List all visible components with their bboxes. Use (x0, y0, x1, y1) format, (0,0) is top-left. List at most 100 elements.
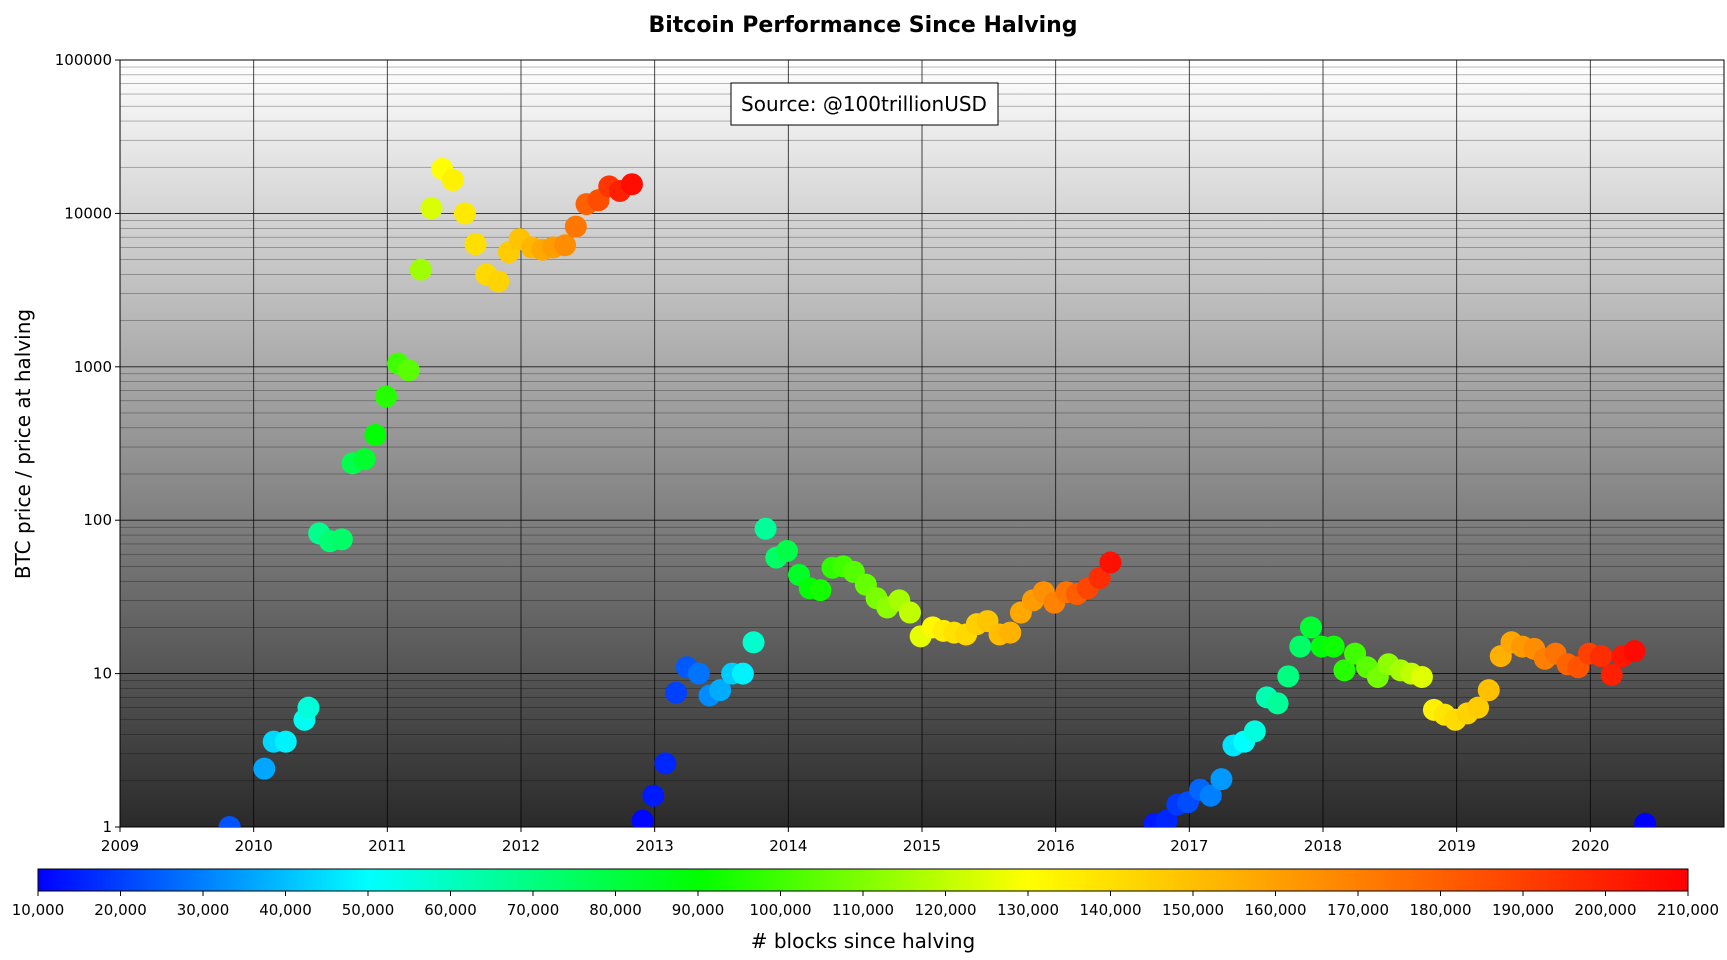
colorbar-tick-label: 160,000 (1244, 901, 1306, 919)
x-tick-label: 2019 (1438, 837, 1476, 855)
colorbar-tick-label: 210,000 (1657, 901, 1719, 919)
x-tick-label: 2011 (368, 837, 406, 855)
data-point (353, 448, 376, 471)
data-point (1210, 768, 1233, 791)
data-point (420, 197, 443, 220)
annotation-box (730, 82, 999, 126)
data-point (453, 202, 476, 225)
colorbar-tick-label: 190,000 (1492, 901, 1554, 919)
x-tick-label: 2009 (101, 837, 139, 855)
data-point (1590, 645, 1613, 668)
data-point (687, 662, 710, 685)
data-point (374, 385, 397, 408)
data-point (1477, 679, 1500, 702)
data-point (330, 528, 353, 551)
colorbar-label: # blocks since halving (751, 929, 976, 953)
data-point (642, 784, 665, 807)
data-points (218, 157, 1657, 827)
data-point (631, 809, 654, 827)
data-point (1299, 616, 1322, 639)
data-point (274, 730, 297, 753)
data-point (1289, 635, 1312, 658)
x-tick-label: 2016 (1037, 837, 1075, 855)
annotation-text: Source: @100trillionUSD (741, 92, 987, 116)
x-tick-label: 2012 (502, 837, 540, 855)
source-annotation: Source: @100trillionUSD (730, 82, 999, 126)
y-axis-title: BTC price / price at halving (11, 309, 35, 579)
x-tick-label: 2018 (1304, 837, 1342, 855)
colorbar-tick-label: 20,000 (94, 901, 147, 919)
data-point (1623, 640, 1646, 663)
data-point (654, 752, 677, 775)
colorbar-tick-label: 80,000 (589, 901, 642, 919)
data-point (554, 234, 577, 257)
x-tick-label: 2010 (235, 837, 273, 855)
y-axis: 1 10 100 1000 10000 100000 (55, 51, 120, 836)
data-point (253, 757, 276, 780)
data-point (1410, 666, 1433, 689)
colorbar-tick-label: 70,000 (507, 901, 560, 919)
data-point (564, 215, 587, 238)
x-tick-label: 2020 (1571, 837, 1609, 855)
data-point (731, 662, 754, 685)
data-point (742, 631, 765, 654)
y-tick-label: 10000 (64, 204, 112, 222)
x-tick-label: 2015 (903, 837, 941, 855)
colorbar-tick-label: 170,000 (1327, 901, 1389, 919)
colorbar-gradient (37, 868, 1689, 892)
data-point (1199, 784, 1222, 807)
colorbar-tick-label: 40,000 (259, 901, 312, 919)
colorbar-tick-label: 200,000 (1574, 901, 1636, 919)
data-point (409, 258, 432, 281)
data-point (1467, 696, 1490, 719)
data-point (1277, 665, 1300, 688)
colorbar-tick-label: 10,000 (12, 901, 65, 919)
colorbar-tick-label: 130,000 (997, 901, 1059, 919)
data-point (1333, 659, 1356, 682)
colorbar-tick-label: 60,000 (424, 901, 477, 919)
colorbar-tick-label: 100,000 (749, 901, 811, 919)
x-tick-label: 2017 (1170, 837, 1208, 855)
data-point (218, 816, 241, 827)
data-point (441, 169, 464, 192)
y-tick-label: 10 (93, 665, 112, 683)
x-tick-label: 2013 (636, 837, 674, 855)
data-point (1099, 551, 1122, 574)
y-tick-label: 100000 (55, 51, 112, 69)
data-point (999, 621, 1022, 644)
data-point (1088, 566, 1111, 589)
data-point (1600, 663, 1623, 686)
x-tick-label: 2014 (769, 837, 807, 855)
data-point (665, 681, 688, 704)
colorbar-tick-label: 90,000 (672, 901, 725, 919)
colorbar-tick-label: 180,000 (1409, 901, 1471, 919)
data-point (754, 517, 777, 540)
colorbar-tick-label: 150,000 (1162, 901, 1224, 919)
x-axis: 2009 2010 2011 2012 2013 2014 2015 2016 2017 2018… (101, 827, 1609, 855)
chart-title: Bitcoin Performance Since Halving (648, 13, 1077, 38)
x-gridlines (253, 60, 1591, 827)
colorbar: 10,000 20,000 30,000 40,000 50,000 60,000 70,0… (12, 868, 1719, 953)
data-point (487, 270, 510, 293)
colorbar-tick-label: 50,000 (342, 901, 395, 919)
y-tick-label: 100 (83, 511, 112, 529)
data-point (775, 539, 798, 562)
colorbar-tick-label: 140,000 (1079, 901, 1141, 919)
colorbar-ticks: 10,000 20,000 30,000 40,000 50,000 60,000 70,0… (12, 891, 1719, 919)
colorbar-tick-label: 30,000 (177, 901, 230, 919)
data-point (1322, 635, 1345, 658)
data-point (297, 696, 320, 719)
data-point (709, 679, 732, 702)
data-point (1243, 720, 1266, 743)
data-point (464, 233, 487, 256)
data-point (364, 423, 387, 446)
colorbar-tick-label: 110,000 (832, 901, 894, 919)
data-point (1634, 812, 1657, 827)
data-point (620, 173, 643, 196)
data-point (397, 359, 420, 382)
data-point (1266, 692, 1289, 715)
y-tick-label: 1 (102, 818, 112, 836)
colorbar-tick-label: 120,000 (914, 901, 976, 919)
y-tick-label: 1000 (74, 358, 112, 376)
